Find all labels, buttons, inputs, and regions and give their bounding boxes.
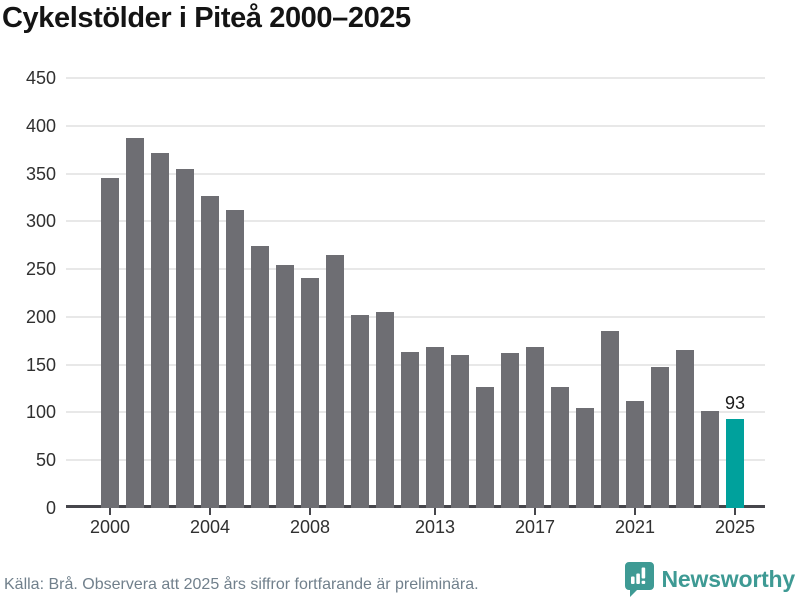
x-tick-mark — [734, 508, 736, 515]
x-tick-mark — [109, 508, 111, 515]
y-tick-label: 300 — [25, 211, 56, 232]
bar-2023 — [676, 350, 694, 508]
bar-2009 — [326, 254, 344, 508]
x-tick-mark — [634, 508, 636, 515]
x-tick-label: 2025 — [714, 517, 756, 537]
y-tick-label: 450 — [25, 68, 56, 88]
brand-name: Newsworthy — [661, 566, 796, 592]
y-tick-label: 400 — [25, 115, 56, 136]
x-tick-label: 2017 — [514, 517, 556, 537]
y-tick-label: 100 — [25, 402, 56, 423]
y-tick-label: 50 — [35, 450, 56, 471]
bar-2013 — [426, 347, 444, 508]
x-tick-label: 2000 — [89, 517, 131, 537]
bar-2024 — [701, 410, 719, 508]
bar-2020 — [601, 331, 619, 508]
bar-2008 — [301, 277, 319, 508]
x-tick-label: 2013 — [414, 517, 456, 537]
bar-2004 — [201, 195, 219, 508]
bar-2014 — [451, 355, 469, 508]
bar-2006 — [251, 246, 269, 508]
x-tick-label: 2004 — [189, 517, 231, 537]
bar-2021 — [626, 400, 644, 508]
x-tick-mark — [209, 508, 211, 515]
bar-2017 — [526, 346, 544, 508]
x-tick-mark — [309, 508, 311, 515]
gridline-300 — [66, 220, 765, 223]
gridline-400 — [66, 124, 765, 127]
x-tick-label: 2021 — [614, 517, 656, 537]
gridline-250 — [66, 268, 765, 271]
bar-2000 — [101, 178, 119, 508]
plot-area — [66, 77, 765, 508]
x-tick-label: 2008 — [289, 517, 331, 537]
y-tick-label: 200 — [25, 306, 56, 327]
y-tick-label: 350 — [25, 163, 56, 184]
bar-2001 — [126, 138, 144, 508]
bar-2016 — [501, 353, 519, 508]
bar-2003 — [176, 168, 194, 508]
newsworthy-logo-icon — [624, 562, 654, 597]
bar-2012 — [401, 352, 419, 508]
brand: Newsworthy — [624, 561, 795, 598]
bar-2025 — [726, 419, 744, 508]
bar-2022 — [651, 366, 669, 508]
y-tick-label: 250 — [25, 259, 56, 280]
gridline-200 — [66, 315, 765, 318]
bar-2007 — [276, 265, 294, 508]
bar-2002 — [151, 152, 169, 508]
bar-2015 — [476, 386, 494, 508]
chart-title: Cykelstölder i Piteå 2000–2025 — [2, 2, 411, 34]
value-label: 93 — [724, 393, 746, 414]
y-tick-label: 150 — [25, 354, 56, 375]
x-tick-mark — [534, 508, 536, 515]
source-note: Källa: Brå. Observera att 2025 års siffr… — [4, 576, 479, 593]
bar-2005 — [226, 209, 244, 508]
bar-2018 — [551, 386, 569, 508]
gridline-350 — [66, 172, 765, 175]
bar-2011 — [376, 312, 394, 508]
gridline-450 — [66, 77, 765, 79]
x-tick-mark — [434, 508, 436, 515]
y-tick-label: 0 — [45, 498, 56, 518]
bar-2010 — [351, 314, 369, 508]
bar-2019 — [576, 407, 594, 508]
